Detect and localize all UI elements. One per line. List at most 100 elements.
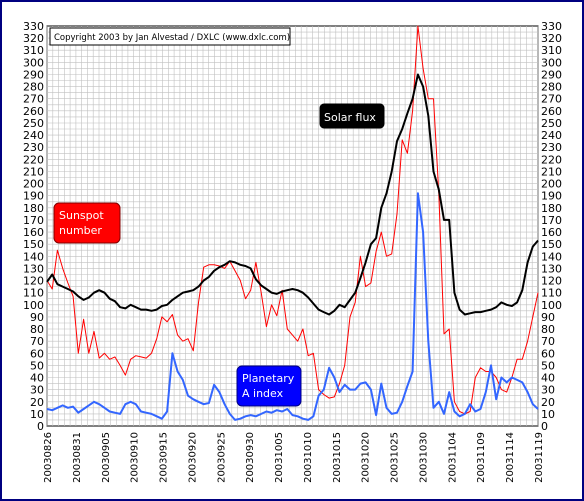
chart-grid	[46, 26, 539, 426]
legend-solar-flux-label: Solar flux	[324, 111, 376, 124]
y-axis-left: 0102030405060708090100110120130140150160…	[23, 20, 44, 433]
x-axis: 20030826 20030831 20030905 20030910 20030915…	[43, 432, 545, 483]
y-tick-label-right: 40	[541, 372, 555, 385]
series-lines	[46, 25, 539, 421]
y-tick-label-right: 330	[541, 20, 562, 33]
y-tick-label-left: 190	[23, 190, 44, 203]
copyright-text: Copyright 2003 by Jan Alvestad / DXLC (w…	[54, 33, 290, 43]
y-tick-label-left: 200	[23, 178, 44, 191]
y-tick-label-left: 240	[23, 129, 44, 142]
x-tick-label: 20031025	[390, 432, 401, 483]
y-tick-label-right: 110	[541, 287, 562, 300]
y-tick-label-right: 300	[541, 56, 562, 69]
y-tick-label-left: 330	[23, 20, 44, 33]
y-axis-right: 0102030405060708090100110120130140150160…	[541, 20, 562, 433]
legend-a-index-label: Planetary A index	[242, 372, 295, 400]
y-tick-label-right: 80	[541, 323, 555, 336]
y-tick-label-right: 130	[541, 262, 562, 275]
y-tick-label-right: 20	[541, 396, 555, 409]
y-tick-label-right: 270	[541, 93, 562, 106]
x-tick-label: 20030930	[245, 432, 256, 483]
y-tick-label-right: 120	[541, 275, 562, 288]
y-tick-label-left: 150	[23, 238, 44, 251]
y-tick-label-right: 250	[541, 117, 562, 130]
legend-sunspot-number: Sunspot number	[53, 202, 121, 244]
x-tick-label: 20031005	[274, 432, 285, 483]
y-tick-label-left: 100	[23, 299, 44, 312]
y-tick-label-right: 220	[541, 153, 562, 166]
y-tick-label-left: 180	[23, 202, 44, 215]
y-tick-label-right: 50	[541, 359, 555, 372]
y-tick-label-right: 290	[541, 69, 562, 82]
y-tick-label-left: 260	[23, 105, 44, 118]
y-tick-label-left: 310	[23, 44, 44, 57]
y-tick-label-left: 20	[30, 396, 44, 409]
y-tick-label-right: 190	[541, 190, 562, 203]
y-tick-label-right: 210	[541, 166, 562, 179]
y-tick-label-right: 30	[541, 384, 555, 397]
y-tick-label-left: 40	[30, 372, 44, 385]
y-tick-label-left: 320	[23, 32, 44, 45]
x-tick-label: 20030905	[101, 432, 112, 483]
y-tick-label-left: 10	[30, 408, 44, 421]
x-tick-label: 20031109	[476, 432, 487, 483]
y-tick-label-right: 90	[541, 311, 555, 324]
series-line-planetary-a-index	[46, 192, 539, 421]
y-tick-label-left: 130	[23, 262, 44, 275]
y-tick-label-left: 170	[23, 214, 44, 227]
y-tick-label-right: 280	[541, 81, 562, 94]
y-tick-label-left: 90	[30, 311, 44, 324]
y-tick-label-left: 110	[23, 287, 44, 300]
x-tick-label: 20030920	[187, 432, 198, 483]
y-tick-label-left: 160	[23, 226, 44, 239]
y-tick-label-left: 270	[23, 93, 44, 106]
y-tick-label-left: 290	[23, 69, 44, 82]
x-tick-label: 20031119	[534, 432, 545, 483]
y-tick-label-left: 210	[23, 166, 44, 179]
x-tick-label: 20031010	[303, 432, 314, 483]
y-tick-label-left: 140	[23, 250, 44, 263]
y-tick-label-right: 100	[541, 299, 562, 312]
y-tick-label-left: 30	[30, 384, 44, 397]
y-tick-label-left: 120	[23, 275, 44, 288]
y-tick-label-left: 50	[30, 359, 44, 372]
y-tick-label-right: 70	[541, 335, 555, 348]
x-tick-label: 20030910	[130, 432, 141, 483]
x-tick-label: 20031015	[332, 432, 343, 483]
y-tick-label-left: 220	[23, 153, 44, 166]
y-tick-label-left: 70	[30, 335, 44, 348]
series-line-solar-flux	[46, 73, 539, 316]
y-tick-label-right: 310	[541, 44, 562, 57]
y-tick-label-right: 260	[541, 105, 562, 118]
y-tick-label-right: 170	[541, 214, 562, 227]
y-tick-label-right: 230	[541, 141, 562, 154]
y-tick-label-left: 80	[30, 323, 44, 336]
y-tick-label-left: 60	[30, 347, 44, 360]
x-tick-label: 20031030	[419, 432, 430, 483]
x-tick-label: 20031114	[505, 432, 516, 483]
y-tick-label-right: 60	[541, 347, 555, 360]
legend-sunspot-label: Sunspot number	[59, 209, 104, 237]
series-line-sunspot-number	[46, 25, 539, 415]
copyright-box	[49, 27, 291, 46]
x-tick-label: 20030831	[72, 432, 83, 483]
y-tick-label-right: 320	[541, 32, 562, 45]
x-tick-label: 20031020	[361, 432, 372, 483]
y-tick-label-left: 0	[37, 420, 44, 433]
y-tick-label-right: 160	[541, 226, 562, 239]
y-tick-label-left: 250	[23, 117, 44, 130]
y-tick-label-right: 200	[541, 178, 562, 191]
legend-solar-flux: Solar flux	[319, 103, 385, 129]
x-tick-label: 20031104	[447, 432, 458, 483]
x-tick-label: 20030925	[216, 432, 227, 483]
y-tick-label-left: 300	[23, 56, 44, 69]
y-tick-label-left: 230	[23, 141, 44, 154]
y-tick-label-right: 180	[541, 202, 562, 215]
y-tick-label-right: 140	[541, 250, 562, 263]
y-tick-label-right: 150	[541, 238, 562, 251]
x-tick-label: 20030826	[43, 432, 54, 483]
y-tick-label-right: 240	[541, 129, 562, 142]
x-tick-label: 20030915	[159, 432, 170, 483]
legend-planetary-a-index: Planetary A index	[236, 365, 302, 407]
